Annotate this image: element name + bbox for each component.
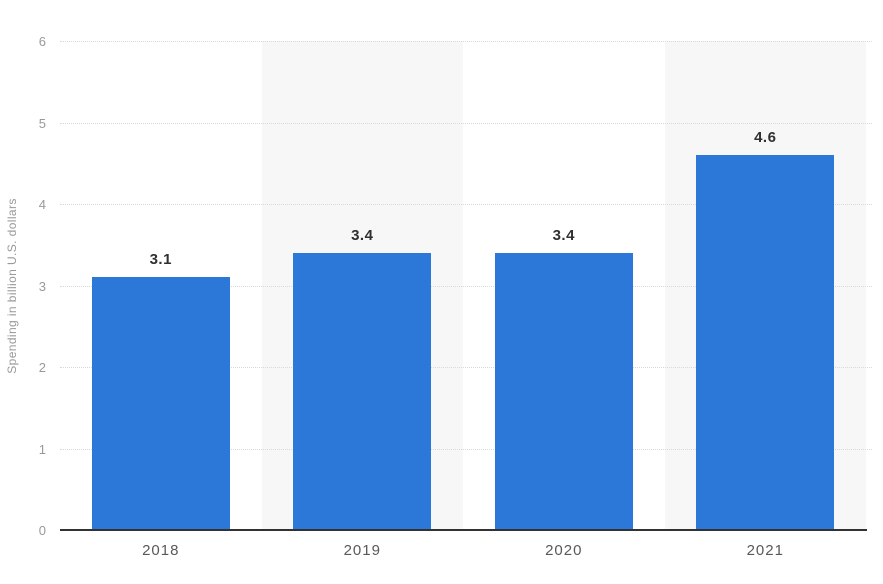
bar[interactable] (494, 252, 633, 530)
gridline (60, 122, 872, 124)
y-tick-label: 3 (38, 278, 46, 294)
x-tick-label: 2020 (545, 542, 583, 559)
y-tick-label: 0 (38, 523, 46, 538)
bar-value-label: 4.6 (754, 129, 777, 147)
bar-value-label: 3.1 (149, 251, 172, 269)
bar-value-label: 3.4 (552, 226, 575, 244)
gridline (60, 367, 872, 368)
y-tick-label: 6 (38, 34, 46, 49)
bar[interactable] (696, 155, 835, 530)
gridline (60, 41, 872, 42)
bar[interactable] (293, 252, 432, 530)
gridline (60, 204, 872, 205)
gridline (60, 285, 872, 287)
y-tick-label: 4 (38, 197, 46, 212)
gridline (60, 448, 872, 450)
x-tick-label: 2021 (746, 542, 784, 559)
bar-value-label: 3.4 (351, 226, 374, 244)
y-tick-label: 5 (38, 115, 46, 131)
bar[interactable] (91, 277, 230, 530)
x-tick-label: 2019 (343, 542, 381, 559)
x-axis-line (60, 529, 867, 531)
y-tick-label: 2 (38, 360, 46, 375)
y-tick-label: 1 (38, 441, 46, 457)
x-tick-label: 2018 (142, 542, 180, 559)
